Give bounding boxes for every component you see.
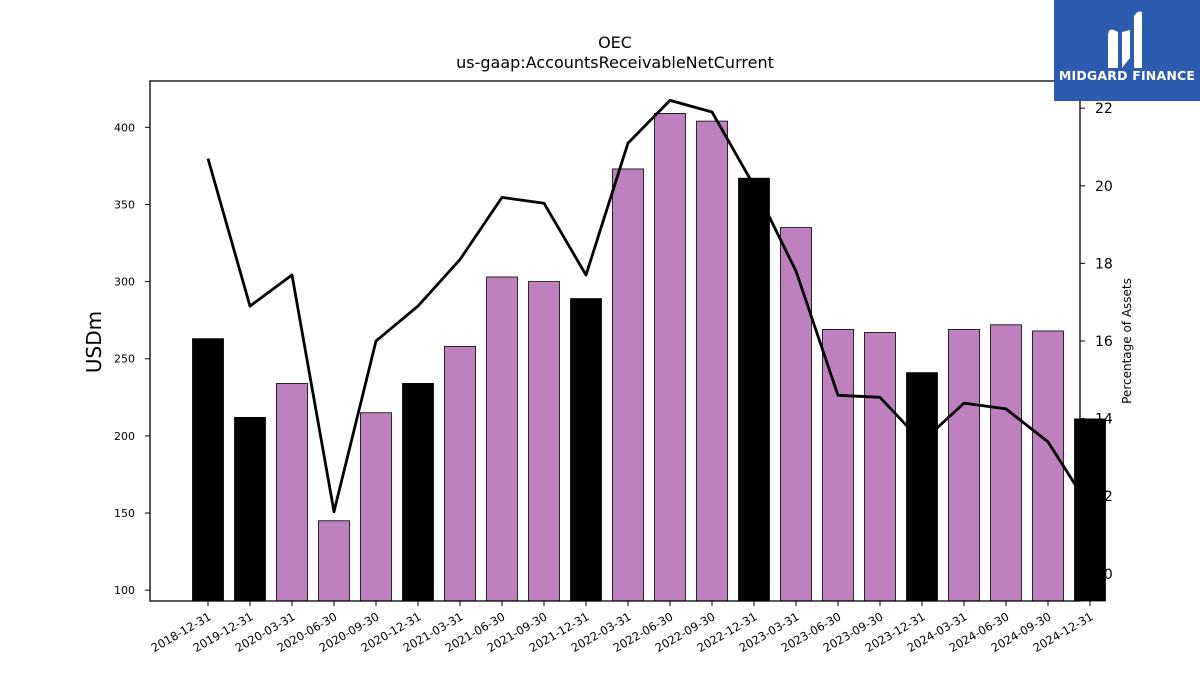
y-tick-label: 400 bbox=[114, 121, 135, 134]
bar-2020-12-31 bbox=[402, 383, 434, 602]
bar-2021-12-31 bbox=[570, 298, 602, 602]
y2-tick-label: 20 bbox=[1095, 179, 1113, 195]
logo-text: MIDGARD FINANCE bbox=[1058, 68, 1196, 83]
bar-2021-03-31 bbox=[444, 346, 476, 602]
y2-tick-label: 14 bbox=[1095, 412, 1113, 428]
bar-2023-06-30 bbox=[822, 329, 854, 602]
left-axis-ticks: 100 150 200 250 300 350 400 bbox=[114, 121, 150, 597]
y2-tick-label: 12 bbox=[1095, 489, 1113, 505]
bar-2022-03-31 bbox=[612, 168, 644, 602]
bar-2019-12-31 bbox=[234, 416, 266, 602]
y2-axis-label: Percentage of Assets bbox=[1120, 278, 1134, 404]
bar-2022-06-30 bbox=[654, 113, 686, 602]
bar-2024-09-30 bbox=[1032, 330, 1064, 602]
percentage-line-series bbox=[206, 99, 1092, 514]
chart-title: OEC bbox=[598, 33, 632, 52]
bar-2023-09-30 bbox=[864, 332, 896, 602]
bar-2020-06-30 bbox=[318, 520, 350, 602]
y-tick-label: 100 bbox=[114, 584, 135, 597]
bar-2023-12-31 bbox=[906, 372, 938, 602]
y2-tick-label: 18 bbox=[1095, 256, 1113, 272]
bar-2022-12-31 bbox=[738, 177, 770, 602]
y-tick-label: 350 bbox=[114, 198, 135, 211]
x-axis-ticks: 2018-12-312019-12-312020-03-312020-06-30… bbox=[149, 601, 1096, 655]
bar-2018-12-31 bbox=[192, 338, 224, 602]
bar-2021-09-30 bbox=[528, 281, 560, 602]
bar-2021-06-30 bbox=[486, 276, 518, 602]
y2-tick-label: 10 bbox=[1095, 567, 1113, 583]
chart-subtitle: us-gaap:AccountsReceivableNetCurrent bbox=[456, 53, 774, 72]
y2-tick-label: 16 bbox=[1095, 334, 1113, 350]
y-tick-label: 250 bbox=[114, 353, 135, 366]
y-tick-label: 150 bbox=[114, 507, 135, 520]
midgard-finance-logo: MIDGARD FINANCE bbox=[1054, 0, 1200, 101]
bar-series bbox=[192, 113, 1106, 602]
bar-2022-09-30 bbox=[696, 120, 728, 602]
y-axis-label: USDm bbox=[82, 311, 106, 373]
plot-frame bbox=[149, 80, 1081, 602]
bar-2024-06-30 bbox=[990, 324, 1022, 602]
y2-tick-label: 22 bbox=[1095, 101, 1113, 117]
bar-2020-09-30 bbox=[360, 412, 392, 602]
midgard-logo-icon bbox=[1108, 11, 1142, 68]
bar-2024-03-31 bbox=[948, 329, 980, 602]
bar-2020-03-31 bbox=[276, 383, 308, 602]
right-axis-ticks: 10 12 14 16 18 20 22 bbox=[1080, 101, 1113, 583]
y-tick-label: 300 bbox=[114, 276, 135, 289]
percentage-line bbox=[206, 99, 1092, 514]
bar-2023-03-31 bbox=[780, 227, 812, 602]
y-tick-label: 200 bbox=[114, 430, 135, 443]
